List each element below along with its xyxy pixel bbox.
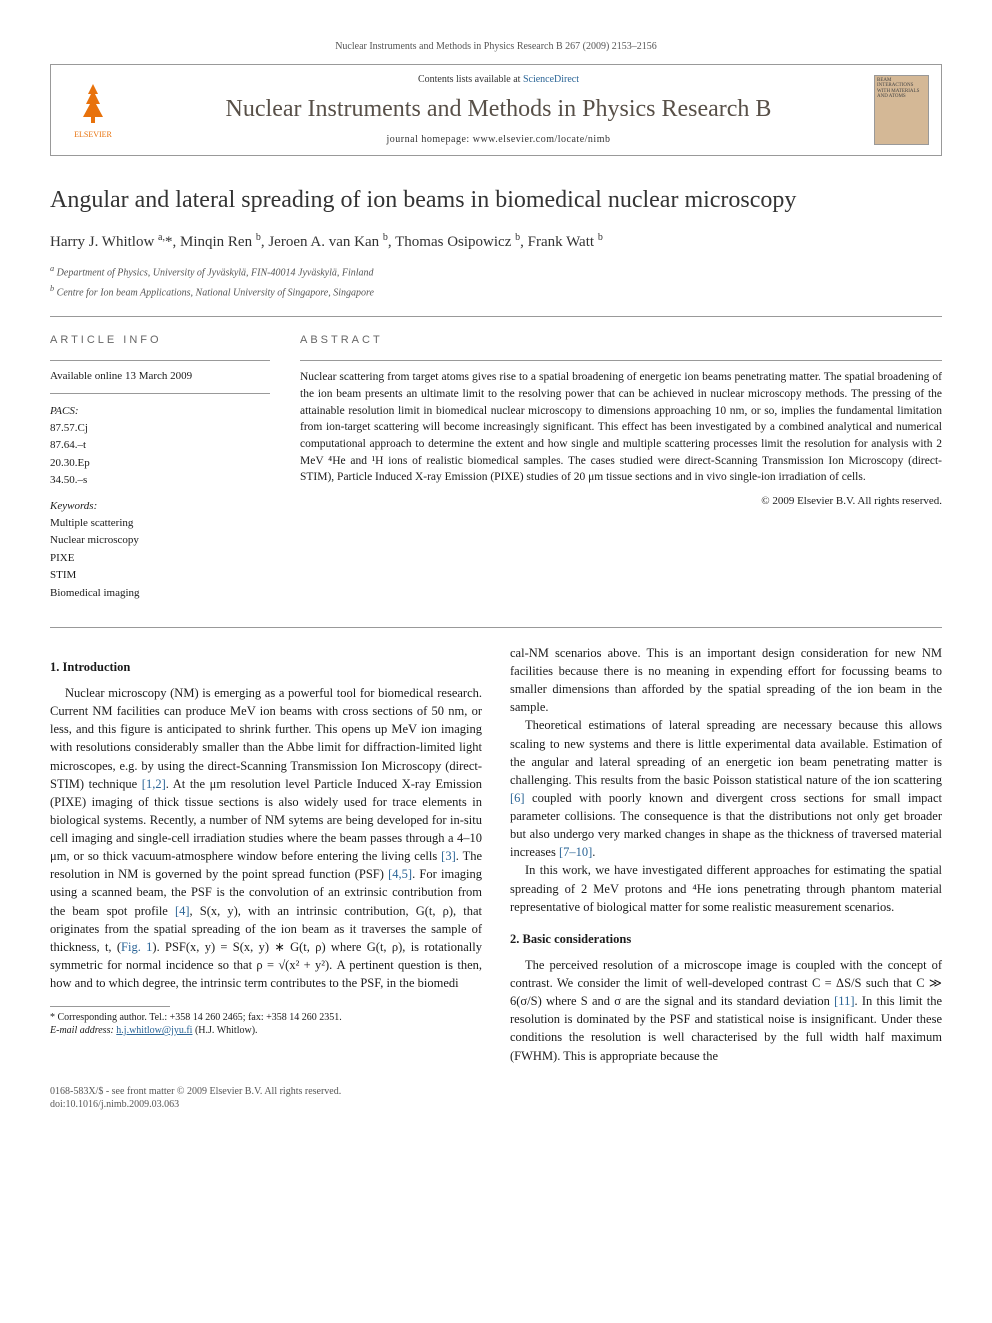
email-who: (H.J. Whitlow). [195, 1025, 258, 1036]
abstract-label: ABSTRACT [300, 333, 942, 348]
abstract-text: Nuclear scattering from target atoms giv… [300, 369, 942, 486]
keyword: Multiple scattering [50, 516, 270, 531]
article-info-label: ARTICLE INFO [50, 333, 270, 348]
contents-available: Contents lists available at ScienceDirec… [135, 73, 862, 87]
article-body: 1. Introduction Nuclear microscopy (NM) … [50, 644, 942, 1065]
sciencedirect-link[interactable]: ScienceDirect [523, 74, 579, 85]
publisher-name: ELSEVIER [74, 129, 112, 140]
tree-icon [68, 79, 118, 129]
abstract-copyright: © 2009 Elsevier B.V. All rights reserved… [300, 494, 942, 509]
article-info-col: ARTICLE INFO Available online 13 March 2… [50, 333, 270, 603]
pacs-label: PACS: [50, 404, 270, 419]
homepage-url: www.elsevier.com/locate/nimb [473, 134, 611, 145]
page-footer: 0168-583X/$ - see front matter © 2009 El… [50, 1085, 942, 1111]
journal-cover-thumb: BEAM INTERACTIONS WITH MATERIALS AND ATO… [874, 75, 929, 145]
info-divider-2 [50, 393, 270, 394]
history-online: Available online 13 March 2009 [50, 369, 270, 384]
keyword: Biomedical imaging [50, 586, 270, 601]
section-1-heading: 1. Introduction [50, 658, 482, 676]
abstract-divider [300, 360, 942, 361]
contents-prefix: Contents lists available at [418, 74, 523, 85]
homepage-prefix: journal homepage: [387, 134, 473, 145]
pacs-code: 87.64.–t [50, 438, 270, 453]
email-footnote: E-mail address: h.j.whitlow@jyu.fi (H.J.… [50, 1024, 482, 1037]
corresponding-author-footnote: * Corresponding author. Tel.: +358 14 26… [50, 1011, 482, 1024]
email-label: E-mail address: [50, 1025, 114, 1036]
journal-header-box: ELSEVIER Contents lists available at Sci… [50, 64, 942, 156]
pacs-code: 87.57.Cj [50, 421, 270, 436]
email-link[interactable]: h.j.whitlow@jyu.fi [116, 1025, 192, 1036]
journal-homepage: journal homepage: www.elsevier.com/locat… [135, 133, 862, 147]
author-list: Harry J. Whitlow a,*, Minqin Ren b, Jero… [50, 231, 942, 253]
elsevier-logo: ELSEVIER [63, 75, 123, 145]
info-divider [50, 360, 270, 361]
abstract-col: ABSTRACT Nuclear scattering from target … [300, 333, 942, 603]
footnote-separator [50, 1006, 170, 1007]
body-paragraph: Theoretical estimations of lateral sprea… [510, 716, 942, 861]
body-paragraph: cal-NM scenarios above. This is an impor… [510, 644, 942, 717]
issn-line: 0168-583X/$ - see front matter © 2009 El… [50, 1085, 942, 1098]
affiliation-a: a Department of Physics, University of J… [50, 263, 942, 280]
body-paragraph: Nuclear microscopy (NM) is emerging as a… [50, 684, 482, 992]
keyword: Nuclear microscopy [50, 533, 270, 548]
running-head: Nuclear Instruments and Methods in Physi… [50, 40, 942, 54]
article-title: Angular and lateral spreading of ion bea… [50, 184, 942, 218]
journal-title: Nuclear Instruments and Methods in Physi… [135, 93, 862, 127]
affil-a-text: Department of Physics, University of Jyv… [57, 268, 374, 279]
keyword: PIXE [50, 551, 270, 566]
section-2-heading: 2. Basic considerations [510, 930, 942, 948]
pacs-code: 34.50.–s [50, 473, 270, 488]
body-paragraph: The perceived resolution of a microscope… [510, 956, 942, 1065]
journal-header-center: Contents lists available at ScienceDirec… [135, 73, 862, 147]
keywords-label: Keywords: [50, 499, 270, 514]
affil-b-text: Centre for Ion beam Applications, Nation… [57, 287, 374, 298]
divider [50, 627, 942, 628]
affiliation-b: b Centre for Ion beam Applications, Nati… [50, 283, 942, 300]
pacs-code: 20.30.Ep [50, 456, 270, 471]
doi-line: doi:10.1016/j.nimb.2009.03.063 [50, 1098, 942, 1111]
divider [50, 316, 942, 317]
info-abstract-row: ARTICLE INFO Available online 13 March 2… [50, 333, 942, 603]
keyword: STIM [50, 568, 270, 583]
body-paragraph: In this work, we have investigated diffe… [510, 861, 942, 915]
